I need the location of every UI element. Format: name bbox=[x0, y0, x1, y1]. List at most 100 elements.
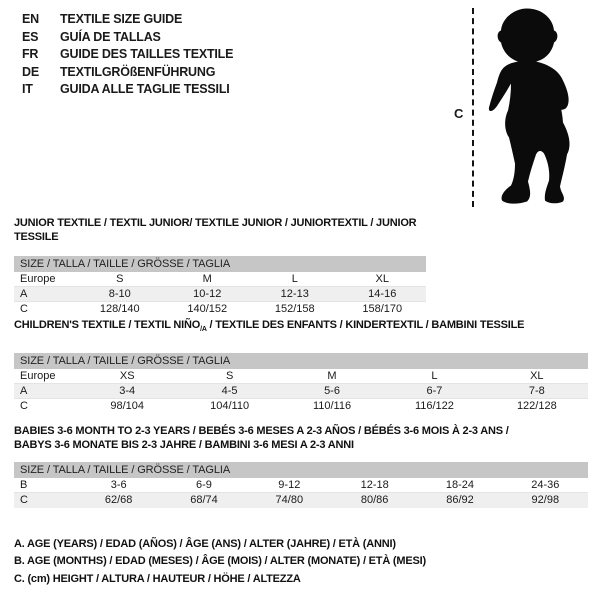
size-value: 6-9 bbox=[196, 479, 212, 491]
footnote-line: A. AGE (YEARS) / EDAD (AÑOS) / ÂGE (ANS)… bbox=[14, 538, 396, 550]
size-value: 104/110 bbox=[210, 400, 250, 413]
row-label: C bbox=[20, 303, 28, 315]
size-value: 4-5 bbox=[221, 385, 238, 398]
language-code: ES bbox=[22, 29, 39, 44]
size-value: 24-36 bbox=[531, 479, 560, 491]
size-value: 9-12 bbox=[278, 479, 301, 491]
size-value: 98/104 bbox=[110, 400, 145, 413]
language-title: TEXTILGRÖßENFÜHRUNG bbox=[60, 64, 216, 79]
size-value: XS bbox=[119, 370, 135, 383]
size-value: 122/128 bbox=[516, 400, 557, 413]
language-code: IT bbox=[22, 82, 33, 96]
title-text: JUNIOR TEXTILE / TEXTIL JUNIOR/ TEXTILE … bbox=[14, 217, 417, 243]
size-value: XL bbox=[530, 370, 544, 383]
size-value: 5-6 bbox=[324, 385, 340, 398]
title-text: / TEXTILE DES ENFANTS / KINDERTEXTIL / B… bbox=[206, 319, 525, 331]
section-title-line: BABYS 3-6 MONATE BIS 2-3 JAHRE / BAMBINI… bbox=[14, 438, 588, 452]
language-row: EN TEXTILE SIZE GUIDE bbox=[22, 11, 233, 29]
height-measure-label: C bbox=[454, 106, 464, 121]
size-value: 152/158 bbox=[274, 303, 315, 315]
size-value: 3-6 bbox=[110, 479, 127, 491]
language-title: GUÍA DE TALLAS bbox=[60, 29, 161, 44]
language-row: DE TEXTILGRÖßENFÜHRUNG bbox=[22, 64, 233, 82]
language-title: GUIDA ALLE TAGLIE TESSILI bbox=[60, 82, 230, 96]
language-code: FR bbox=[22, 47, 39, 61]
row-label: A bbox=[20, 385, 28, 398]
language-code: EN bbox=[22, 12, 39, 26]
section-title-line: BABIES 3-6 MONTH TO 2-3 YEARS / BEBÉS 3-… bbox=[14, 424, 588, 438]
title-text: /A bbox=[200, 326, 207, 334]
table-row: C 128/140 140/152 152/158 158/170 bbox=[14, 302, 426, 317]
table-row: Europe S M L XL bbox=[14, 272, 426, 287]
language-title: TEXTILE SIZE GUIDE bbox=[60, 12, 183, 26]
size-value: 12-18 bbox=[360, 479, 389, 491]
size-value: 110/116 bbox=[312, 400, 352, 413]
size-value: 80/86 bbox=[360, 494, 389, 506]
table-row: C 62/68 68/74 74/80 80/86 86/92 92/98 bbox=[14, 493, 588, 508]
row-label: C bbox=[20, 400, 28, 413]
size-value: 68/74 bbox=[190, 494, 218, 506]
row-label: A bbox=[20, 288, 28, 300]
size-table-section: CHILDREN'S TEXTILE / TEXTIL NIÑO/A / TEX… bbox=[14, 318, 588, 414]
table-row: A 8-10 10-12 12-13 14-16 bbox=[14, 287, 426, 302]
size-value: S bbox=[225, 370, 234, 383]
section-title: JUNIOR TEXTILE / TEXTIL JUNIOR/ TEXTILE … bbox=[14, 216, 426, 244]
size-value: 86/92 bbox=[446, 494, 474, 506]
size-value: L bbox=[291, 273, 298, 285]
size-value: S bbox=[116, 273, 124, 285]
language-title: GUIDE DES TAILLES TEXTILE bbox=[60, 47, 234, 61]
table-row: C 98/104 104/110 110/116 116/122 122/128 bbox=[14, 399, 588, 414]
row-label: C bbox=[20, 494, 28, 506]
size-value: 8-10 bbox=[108, 288, 131, 300]
table-row: A 3-4 4-5 5-6 6-7 7-8 bbox=[14, 384, 588, 400]
title-text: BABYS 3-6 MONATE BIS 2-3 JAHRE / BAMBINI… bbox=[14, 439, 354, 451]
size-value: 12-13 bbox=[280, 288, 309, 300]
size-value: 116/122 bbox=[414, 400, 454, 413]
section-title-line: CHILDREN'S TEXTILE / TEXTIL NIÑO/A / TEX… bbox=[14, 318, 588, 337]
table-row: Europe XS S M L XL bbox=[14, 369, 588, 385]
table-row: B 3-6 6-9 9-12 12-18 18-24 24-36 bbox=[14, 478, 588, 493]
size-value: 10-12 bbox=[193, 288, 222, 300]
table-rows: B 3-6 6-9 9-12 12-18 18-24 24-36 C 62/68 68/74 74/… bbox=[14, 478, 588, 508]
height-dashed-line bbox=[472, 8, 474, 207]
table-rows: Europe XS S M L XL A 3-4 4-5 5-6 6-7 7-8 C 98/104 104/… bbox=[14, 369, 588, 414]
size-value: 3-4 bbox=[119, 385, 136, 398]
title-text: BABIES 3-6 MONTH TO 2-3 YEARS / BEBÉS 3-… bbox=[14, 425, 509, 437]
row-label: Europe bbox=[20, 273, 56, 285]
size-header-bar: SIZE / TALLA / TAILLE / GRÖSSE / TAGLIA bbox=[14, 256, 426, 272]
language-row: FR GUIDE DES TAILLES TEXTILE bbox=[22, 46, 233, 64]
size-value: M bbox=[327, 370, 337, 383]
size-table-section: BABIES 3-6 MONTH TO 2-3 YEARS / BEBÉS 3-… bbox=[14, 424, 588, 508]
language-row: IT GUIDA ALLE TAGLIE TESSILI bbox=[22, 81, 233, 99]
table-rows: Europe S M L XL A 8-10 10-12 12-13 14-16 C 128/140 1… bbox=[14, 272, 426, 317]
footnotes: A. AGE (YEARS) / EDAD (AÑOS) / ÂGE (ANS)… bbox=[14, 536, 426, 588]
section-title: BABIES 3-6 MONTH TO 2-3 YEARS / BEBÉS 3-… bbox=[14, 424, 588, 452]
size-value: 158/170 bbox=[362, 303, 403, 315]
size-value: 18-24 bbox=[445, 479, 475, 491]
size-table-section: JUNIOR TEXTILE / TEXTIL JUNIOR/ TEXTILE … bbox=[14, 216, 426, 317]
row-label: B bbox=[20, 479, 28, 491]
language-title-list: EN TEXTILE SIZE GUIDE ES GUÍA DE TALLAS FR GU… bbox=[22, 11, 233, 99]
size-value: M bbox=[202, 273, 212, 285]
size-value: 74/80 bbox=[275, 494, 304, 506]
footnote-line: C. (cm) HEIGHT / ALTURA / HAUTEUR / HÖHE… bbox=[14, 572, 301, 585]
size-header-bar: SIZE / TALLA / TAILLE / GRÖSSE / TAGLIA bbox=[14, 353, 588, 370]
size-value: 92/98 bbox=[531, 494, 560, 506]
section-title-line: JUNIOR TEXTILE / TEXTIL JUNIOR/ TEXTILE … bbox=[14, 216, 426, 244]
size-header-bar: SIZE / TALLA / TAILLE / GRÖSSE / TAGLIA bbox=[14, 462, 588, 478]
row-label: Europe bbox=[20, 370, 56, 383]
size-value: 140/152 bbox=[187, 303, 228, 315]
title-text: CHILDREN'S TEXTILE / TEXTIL NIÑO bbox=[14, 319, 201, 331]
footnote-line: B. AGE (MONTHS) / EDAD (MESES) / ÂGE (MO… bbox=[14, 555, 426, 568]
size-value: XL bbox=[375, 273, 389, 285]
size-value: 14-16 bbox=[368, 288, 397, 300]
toddler-silhouette-icon bbox=[488, 8, 570, 204]
size-value: L bbox=[431, 370, 438, 383]
size-value: 6-7 bbox=[426, 385, 443, 398]
language-row: ES GUÍA DE TALLAS bbox=[22, 29, 233, 47]
size-value: 62/68 bbox=[104, 494, 133, 506]
size-value: 128/140 bbox=[99, 303, 140, 315]
section-title: CHILDREN'S TEXTILE / TEXTIL NIÑO/A / TEX… bbox=[14, 318, 588, 337]
size-value: 7-8 bbox=[528, 385, 545, 398]
